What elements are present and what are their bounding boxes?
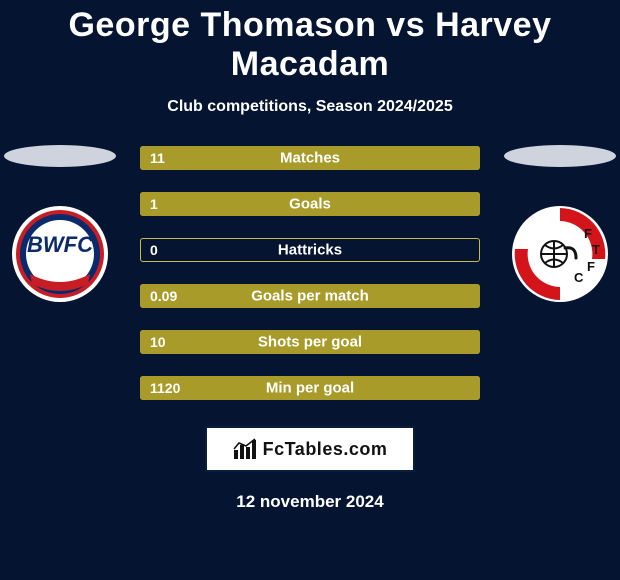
svg-text:F: F — [584, 226, 592, 241]
stat-bar-value: 0 — [150, 242, 158, 258]
date-line: 12 november 2024 — [0, 492, 620, 512]
brand-plate: FcTables.com — [205, 426, 415, 472]
shadow-ellipse-right — [500, 142, 620, 170]
stat-bar-value: 0.09 — [150, 288, 177, 304]
club-crest-right: F T F C — [510, 204, 610, 304]
stat-bar-value: 10 — [150, 334, 166, 350]
svg-text:C: C — [574, 270, 584, 285]
stat-bar-label: Shots per goal — [258, 334, 362, 351]
page-subtitle: Club competitions, Season 2024/2025 — [0, 98, 620, 116]
stat-bar-value: 1120 — [150, 380, 180, 396]
right-crest-column: F T F C — [500, 142, 620, 304]
svg-text:T: T — [592, 242, 600, 257]
stat-bar-label: Goals per match — [251, 288, 369, 305]
stat-bar-row: 0 Hattricks — [140, 238, 480, 262]
stat-bar-row: 1120 Min per goal — [140, 376, 480, 400]
stat-bar-row: 10 Shots per goal — [140, 330, 480, 354]
stat-bar-label: Goals — [289, 196, 331, 213]
stat-bar-row: 1 Goals — [140, 192, 480, 216]
stat-bars: 11 Matches 1 Goals 0 Hattricks 0.09 Goals per m… — [140, 142, 480, 400]
bar-chart-icon — [233, 438, 257, 460]
stat-bar-label: Matches — [280, 150, 340, 167]
comparison-arena: BWFC F T F C 11 Matches 1 Goals 0 Hattricks 0.… — [0, 142, 620, 400]
club-crest-left: BWFC — [10, 204, 110, 304]
stat-bar-row: 0.09 Goals per match — [140, 284, 480, 308]
svg-text:BWFC: BWFC — [27, 232, 94, 257]
page-title: George Thomason vs Harvey Macadam — [0, 0, 620, 84]
svg-text:F: F — [587, 259, 595, 274]
brand-text: FcTables.com — [263, 439, 388, 460]
left-crest-column: BWFC — [0, 142, 120, 304]
stat-bar-label: Hattricks — [278, 242, 342, 259]
stat-bar-value: 11 — [150, 150, 165, 166]
stat-bar-value: 1 — [150, 196, 158, 212]
stat-bar-label: Min per goal — [266, 380, 354, 397]
stat-bar-row: 11 Matches — [140, 146, 480, 170]
shadow-ellipse-left — [0, 142, 120, 170]
